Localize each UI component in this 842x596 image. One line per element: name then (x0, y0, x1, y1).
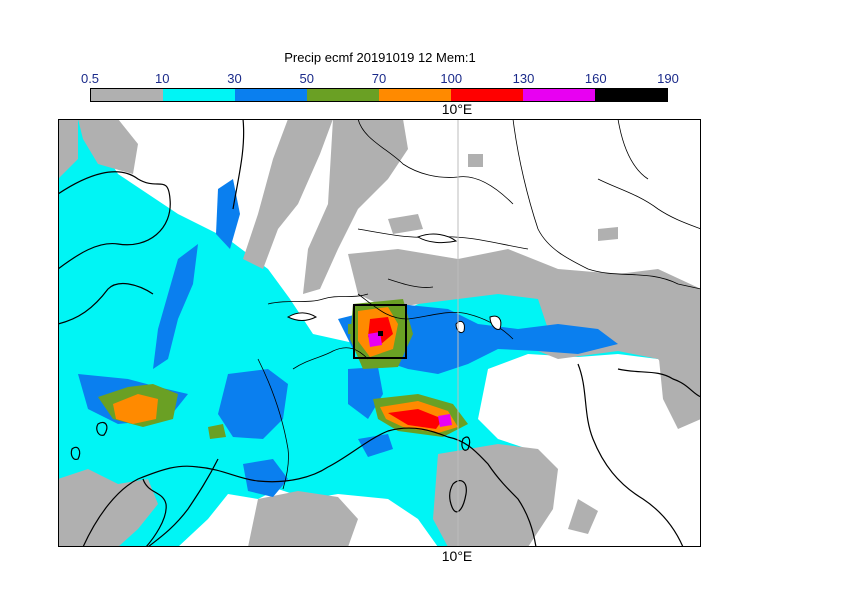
precip-band-160-190 (378, 331, 383, 336)
legend-tick-label: 100 (440, 71, 463, 86)
legend-swatch (235, 89, 307, 101)
legend-swatch (595, 89, 667, 101)
legend-tick-label: 160 (584, 71, 607, 86)
precipitation-map (58, 119, 701, 547)
legend-swatch (379, 89, 451, 101)
precip-color-legend (90, 88, 668, 102)
lon-label-top: 10°E (441, 101, 473, 117)
lon-label-bottom: 10°E (441, 548, 473, 564)
chart-title: Precip ecmf 20191019 12 Mem:1 (284, 50, 476, 65)
highlight-box (353, 304, 407, 359)
legend-swatch (163, 89, 235, 101)
legend-tick-label: 10 (155, 71, 170, 86)
legend-tick-label: 30 (227, 71, 242, 86)
legend-tick-label: 70 (371, 71, 387, 86)
precip-band-0.5-10 (58, 119, 701, 547)
legend-tick-label: 130 (512, 71, 535, 86)
legend-tick-label: 50 (299, 71, 314, 86)
islands (70, 421, 471, 513)
legend-swatch (307, 89, 379, 101)
legend-swatch (91, 89, 163, 101)
coastlines (58, 119, 701, 547)
legend-swatch (523, 89, 595, 101)
legend-tick-label: 0.5 (80, 71, 100, 86)
legend-tick-label: 190 (657, 71, 679, 86)
legend-swatch (451, 89, 523, 101)
map-frame (58, 119, 701, 547)
